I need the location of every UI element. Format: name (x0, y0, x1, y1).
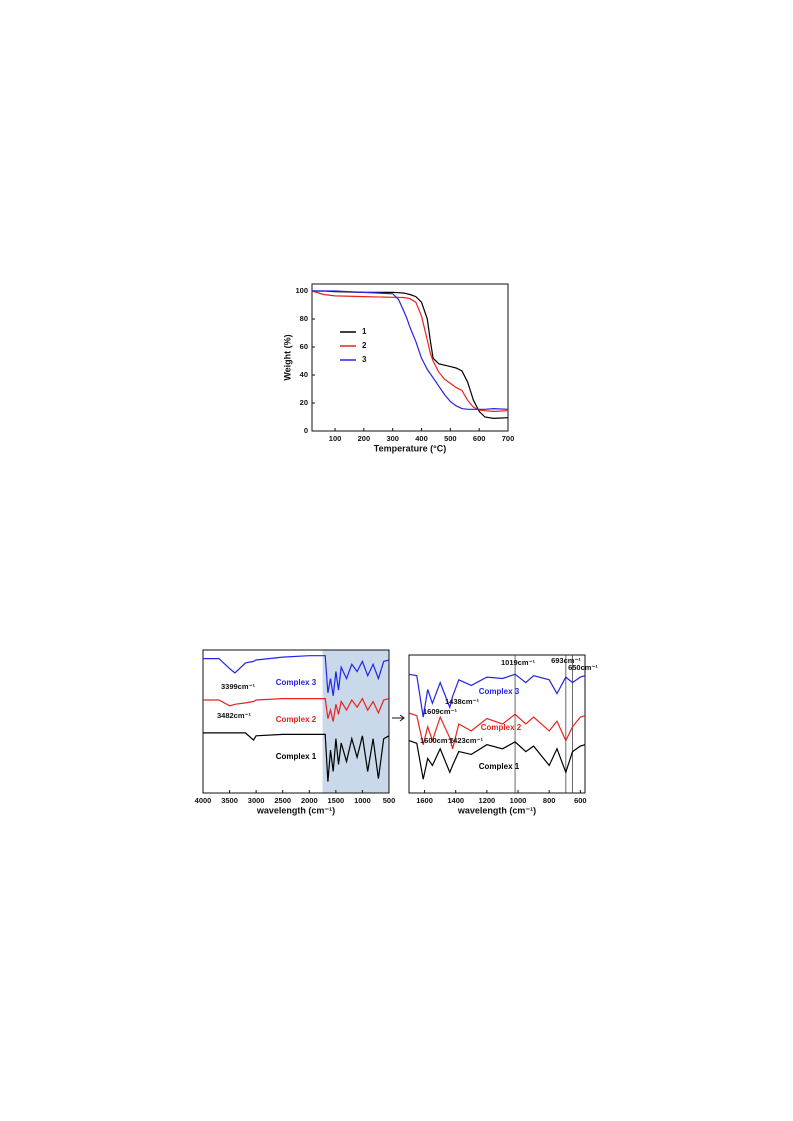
series-label: Complex 3 (276, 678, 317, 687)
x-tick-label: 1500 (328, 796, 345, 805)
series-label: Complex 3 (479, 687, 520, 696)
x-tick-label: 1200 (479, 796, 496, 805)
y-axis-title: Weight (%) (282, 334, 292, 380)
legend-label: 3 (362, 355, 367, 364)
annotation: 650cm⁻¹ (568, 663, 598, 672)
series-line (408, 740, 586, 780)
x-tick-label: 200 (358, 434, 371, 443)
x-axis-title: Temperature (°C) (374, 443, 446, 453)
x-tick-label: 600 (574, 796, 587, 805)
x-tick-label: 800 (543, 796, 556, 805)
x-tick-label: 3500 (221, 796, 238, 805)
annotation: 1438cm⁻¹ (445, 697, 479, 706)
x-tick-label: 1000 (510, 796, 527, 805)
y-tick-label: 0 (304, 426, 308, 435)
x-tick-label: 1000 (354, 796, 371, 805)
y-tick-label: 40 (300, 370, 308, 379)
x-tick-label: 600 (473, 434, 486, 443)
x-tick-label: 300 (386, 434, 399, 443)
annotation: 1609cm⁻¹ (423, 707, 457, 716)
series-label: Complex 2 (276, 715, 317, 724)
x-tick-label: 1600 (416, 796, 433, 805)
y-tick-label: 60 (300, 342, 308, 351)
x-axis-title: wavelength (cm⁻¹) (256, 805, 335, 815)
legend-label: 1 (362, 327, 367, 336)
x-tick-label: 500 (444, 434, 457, 443)
series-label: Complex 1 (276, 752, 317, 761)
series-line (203, 697, 390, 722)
x-tick-label: 400 (415, 434, 428, 443)
series-label: Complex 2 (481, 723, 522, 732)
plot-frame (311, 283, 509, 432)
x-tick-label: 700 (502, 434, 515, 443)
plot-frame (202, 649, 390, 794)
annotation: 1019cm⁻¹ (501, 658, 535, 667)
series-line (203, 655, 390, 696)
series-line (312, 290, 509, 420)
annotation: 3482cm⁻¹ (217, 711, 251, 720)
series-line (408, 673, 586, 718)
x-tick-label: 2500 (274, 796, 291, 805)
series-line (408, 712, 586, 749)
annotation: 693cm⁻¹ (551, 656, 581, 665)
zoom-arrow (392, 714, 405, 722)
series-label: Complex 1 (479, 762, 520, 771)
series-line (312, 290, 509, 410)
y-tick-label: 20 (300, 398, 308, 407)
annotation: 1423cm⁻¹ (449, 736, 483, 745)
x-tick-label: 1400 (447, 796, 464, 805)
y-tick-label: 100 (295, 286, 308, 295)
annotation: 3399cm⁻¹ (221, 682, 255, 691)
legend-label: 2 (362, 341, 367, 350)
x-tick-label: 100 (329, 434, 342, 443)
x-tick-label: 3000 (248, 796, 265, 805)
y-tick-label: 80 (300, 314, 308, 323)
x-tick-label: 4000 (195, 796, 212, 805)
plot-frame (408, 654, 586, 794)
series-line (311, 290, 509, 413)
series-line (203, 732, 390, 782)
x-tick-label: 500 (383, 796, 396, 805)
x-tick-label: 2000 (301, 796, 318, 805)
annotation: 1600cm⁻¹ (420, 736, 454, 745)
x-axis-title: wavelength (cm⁻¹) (457, 805, 536, 815)
